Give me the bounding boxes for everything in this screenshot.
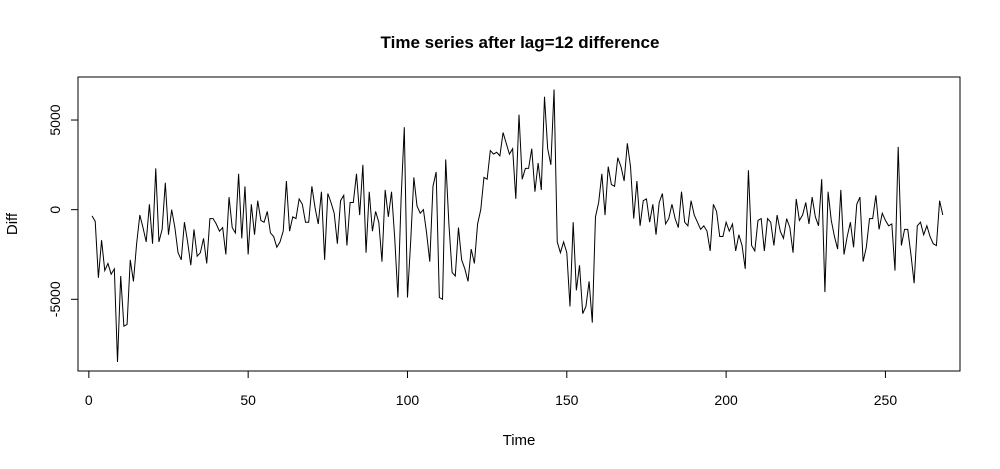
chart-title: Time series after lag=12 difference [381,33,660,52]
y-axis: -5000 0 5000 [47,104,79,317]
x-tick-label: 150 [555,392,579,408]
x-tick-label: 250 [874,392,898,408]
x-tick-label: 50 [240,392,256,408]
y-axis-label: Diff [4,212,21,235]
y-tick-label: 5000 [47,104,63,135]
x-tick-label: 200 [714,392,738,408]
x-tick-label: 0 [85,392,93,408]
x-axis: 0 50 100 150 200 250 [85,370,898,408]
x-axis-label: Time [503,432,536,449]
x-tick-label: 100 [396,392,420,408]
series-line [91,89,944,363]
y-tick-label: 0 [47,206,63,214]
y-tick-label: -5000 [47,281,63,317]
